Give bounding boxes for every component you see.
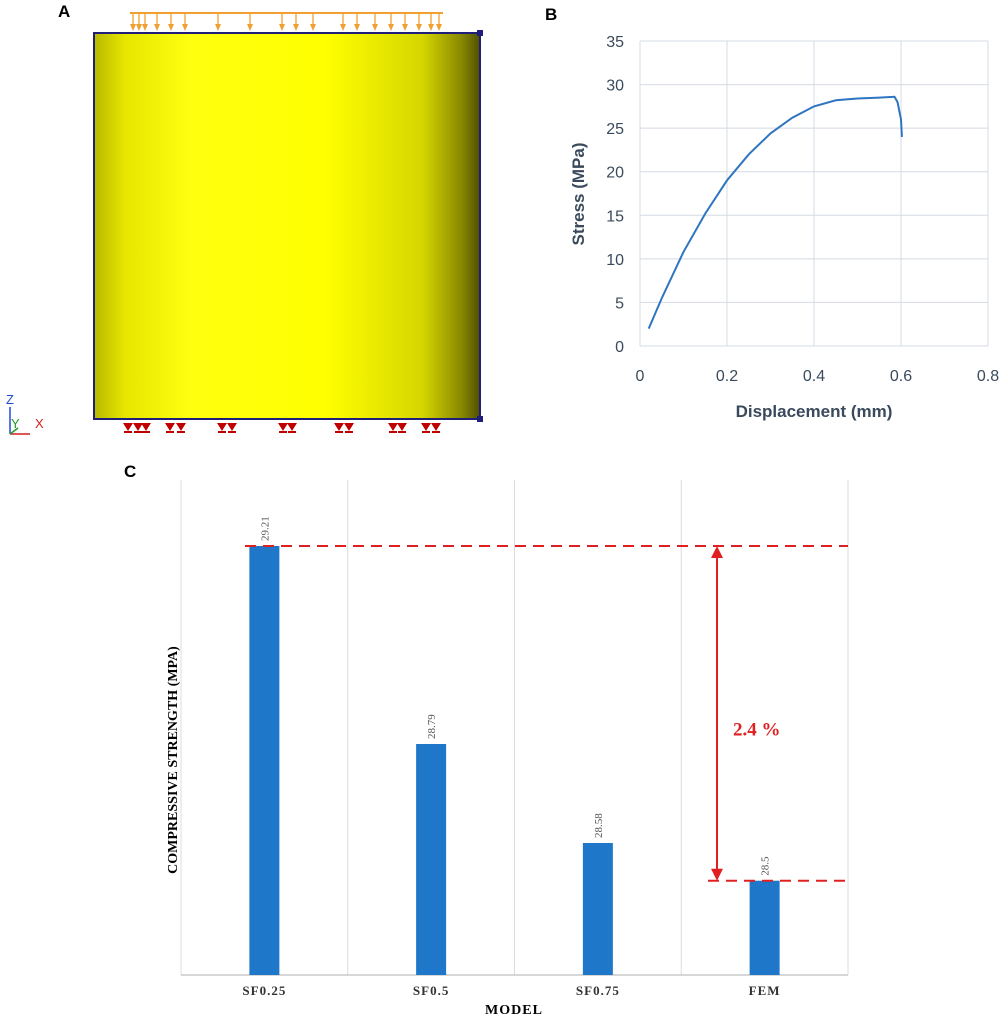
bar xyxy=(249,546,280,975)
load-arrow xyxy=(130,13,136,31)
axis-z-label: Z xyxy=(6,392,14,407)
load-arrow xyxy=(310,13,316,31)
support-symbol xyxy=(388,423,398,433)
category-label: SF0.5 xyxy=(413,983,449,998)
category-label: FEM xyxy=(749,983,781,998)
support-symbol xyxy=(176,423,186,433)
panel-a-label: A xyxy=(58,2,71,21)
load-arrow xyxy=(182,13,188,31)
bar xyxy=(749,880,780,975)
support-symbols xyxy=(123,423,441,433)
difference-annotation: 2.4 % xyxy=(245,545,850,882)
x-tick-label: 0.4 xyxy=(803,368,825,385)
support-symbol xyxy=(227,423,237,433)
arrow-head-down xyxy=(711,868,723,881)
y-tick-label: 0 xyxy=(615,339,624,356)
load-arrows xyxy=(130,12,443,31)
support-symbol xyxy=(123,423,133,433)
bar-chart-data-labels: 29.21 28.79 28.58 28.5 xyxy=(259,516,771,875)
line-chart-y-ticks: 0 5 10 15 20 25 30 35 xyxy=(606,34,624,356)
load-arrow xyxy=(436,13,442,31)
corner-node xyxy=(477,416,483,422)
x-tick-label: 0.8 xyxy=(977,368,999,385)
support-symbol xyxy=(141,423,151,433)
load-arrow xyxy=(372,13,378,31)
y-tick-label: 5 xyxy=(615,295,624,312)
line-chart-x-ticks: 0 0.2 0.4 0.6 0.8 xyxy=(636,368,1000,385)
support-symbol xyxy=(217,423,227,433)
support-symbol xyxy=(133,423,143,433)
panel-c-label: C xyxy=(124,462,137,481)
support-symbol xyxy=(431,423,441,433)
load-arrow xyxy=(402,13,408,31)
load-arrow xyxy=(293,13,299,31)
x-tick-label: 0.6 xyxy=(890,368,912,385)
bar-data-label: 28.79 xyxy=(426,714,438,739)
category-label: SF0.25 xyxy=(242,983,286,998)
support-symbol xyxy=(334,423,344,433)
x-tick-label: 0.2 xyxy=(716,368,738,385)
load-arrow xyxy=(154,13,160,31)
bar-data-label: 29.21 xyxy=(259,516,271,541)
bar-chart-ylabel: COMPRESSIVE STRENGTH (MPA) xyxy=(166,646,181,874)
support-symbol xyxy=(287,423,297,433)
load-arrow xyxy=(279,13,285,31)
axis-y-label: Y xyxy=(11,416,20,431)
bar xyxy=(582,843,613,975)
load-arrow xyxy=(168,13,174,31)
difference-annotation-text: 2.4 % xyxy=(733,719,781,740)
y-tick-label: 20 xyxy=(606,165,624,182)
x-tick-label: 0 xyxy=(636,368,645,385)
bar-chart-frame xyxy=(180,480,849,976)
y-tick-label: 25 xyxy=(606,121,624,138)
y-tick-label: 35 xyxy=(606,34,624,51)
load-arrow xyxy=(142,13,148,31)
support-symbol xyxy=(397,423,407,433)
support-symbol xyxy=(344,423,354,433)
load-arrow xyxy=(340,13,346,31)
support-symbol xyxy=(421,423,431,433)
y-tick-label: 15 xyxy=(606,208,624,225)
cylinder-body xyxy=(93,32,481,420)
category-label: SF0.75 xyxy=(576,983,620,998)
axis-x-label: X xyxy=(35,416,44,431)
corner-node xyxy=(477,30,483,36)
y-tick-label: 10 xyxy=(606,252,624,269)
load-arrow xyxy=(215,13,221,31)
load-arrow xyxy=(428,13,434,31)
load-arrow xyxy=(247,13,253,31)
load-arrow xyxy=(354,13,360,31)
line-chart-grid xyxy=(639,40,989,347)
bar-chart-bars xyxy=(249,546,780,975)
line-chart-ylabel: Stress (MPa) xyxy=(569,143,588,246)
load-arrow xyxy=(388,13,394,31)
load-arrow xyxy=(136,13,142,31)
y-tick-label: 30 xyxy=(606,78,624,95)
bar-chart-categories: SF0.25 SF0.5 SF0.75 FEM xyxy=(242,983,781,998)
line-chart-xlabel: Displacement (mm) xyxy=(736,402,893,421)
bar-data-label: 28.5 xyxy=(760,856,772,876)
stress-displacement-line xyxy=(647,95,903,329)
load-arrow xyxy=(416,13,422,31)
panel-b-label: B xyxy=(545,5,558,24)
arrow-head-up xyxy=(711,546,723,558)
axis-triad: Z Y X xyxy=(6,392,44,435)
support-symbol xyxy=(165,423,175,433)
bar xyxy=(416,744,447,975)
support-symbol xyxy=(278,423,288,433)
bar-data-label: 28.58 xyxy=(593,813,605,838)
bar-chart-xlabel: MODEL xyxy=(485,1003,543,1018)
